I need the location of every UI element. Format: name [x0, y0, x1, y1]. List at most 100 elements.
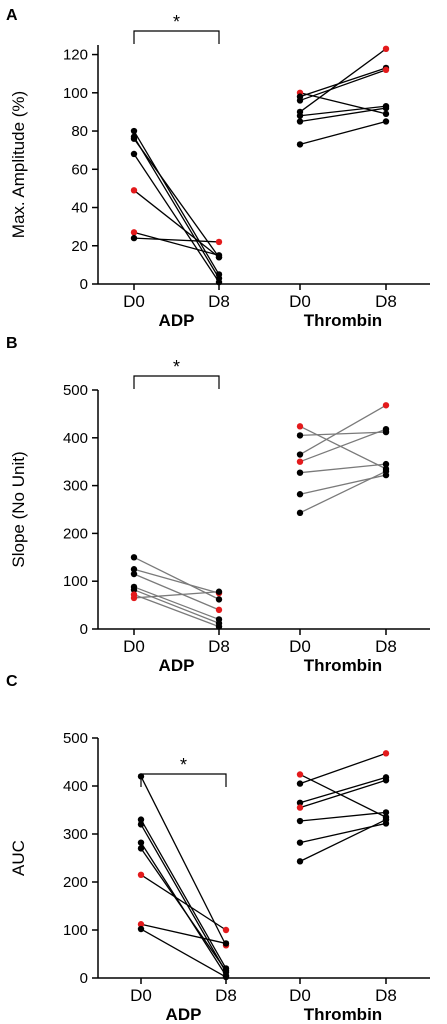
pair-line — [133, 589, 220, 624]
x-tick-label: D8 — [208, 637, 230, 656]
data-point-d0 — [130, 566, 138, 573]
group-label: ADP — [159, 311, 195, 330]
pair-line — [133, 593, 220, 628]
data-point-d8 — [222, 940, 230, 947]
x-tick-label: D8 — [208, 292, 230, 311]
data-point-d8 — [222, 967, 230, 974]
data-point-d8 — [382, 809, 390, 816]
data-point-d8 — [215, 606, 223, 614]
pair-line — [133, 237, 220, 243]
panel-letter: C — [6, 673, 18, 690]
panel-letter: B — [6, 335, 18, 352]
pair-line — [299, 431, 387, 437]
data-point-d0 — [296, 780, 304, 787]
y-tick-label: 20 — [71, 238, 88, 255]
pair-line — [133, 591, 220, 599]
x-tick-label: D0 — [123, 292, 145, 311]
pair-line — [140, 928, 227, 978]
pair-line — [133, 130, 220, 275]
data-point-d8 — [215, 238, 223, 246]
pair-line — [299, 67, 387, 98]
significance-star: * — [173, 357, 180, 377]
y-tick-label: 100 — [63, 922, 88, 939]
data-point-d8 — [222, 973, 230, 981]
pair-line — [299, 105, 387, 117]
data-point-d0 — [130, 135, 138, 142]
y-tick-label: 80 — [71, 123, 88, 140]
significance-star: * — [173, 12, 180, 32]
x-tick-label: D0 — [289, 637, 311, 656]
pair-line — [133, 573, 220, 611]
pair-line — [133, 189, 220, 258]
y-tick-label: 400 — [63, 778, 88, 795]
x-tick-label: D8 — [375, 986, 397, 1005]
pair-line — [299, 773, 387, 818]
x-tick-label: D8 — [375, 637, 397, 656]
data-point-d8 — [382, 45, 390, 53]
pair-line — [133, 136, 220, 279]
data-point-d0 — [296, 112, 304, 119]
data-point-d8 — [382, 468, 390, 475]
pair-line — [299, 404, 387, 456]
data-point-d8 — [382, 118, 390, 125]
data-point-d0 — [296, 799, 304, 806]
x-tick-label: D0 — [123, 637, 145, 656]
data-point-d8 — [382, 66, 390, 74]
data-point-d8 — [382, 110, 390, 118]
y-tick-label: 40 — [71, 200, 88, 217]
pair-line — [133, 231, 220, 256]
group-label: Thrombin — [304, 656, 382, 675]
data-point-d0 — [296, 469, 304, 476]
pair-line — [299, 48, 387, 113]
y-tick-label: 200 — [63, 525, 88, 542]
data-point-d8 — [382, 104, 390, 112]
data-point-d0 — [130, 594, 138, 602]
group-label: ADP — [166, 1005, 202, 1024]
pair-line — [299, 463, 387, 474]
pair-line — [133, 153, 220, 283]
data-point-d0 — [130, 570, 138, 578]
y-tick-label: 100 — [63, 85, 88, 102]
significance-bracket — [140, 773, 227, 787]
data-point-d8 — [215, 623, 223, 630]
pair-line — [133, 568, 220, 594]
pair-line — [299, 120, 387, 146]
data-point-d0 — [296, 817, 304, 825]
data-point-d8 — [382, 750, 390, 757]
data-point-d0 — [296, 771, 304, 778]
significance-star: * — [180, 755, 187, 775]
data-point-d0 — [137, 816, 145, 823]
pair-line — [299, 819, 387, 862]
y-tick-label: 0 — [80, 621, 88, 638]
x-tick-label: D0 — [289, 292, 311, 311]
significance-bracket — [133, 375, 220, 389]
group-label: ADP — [159, 656, 195, 675]
y-axis-label: Slope (No Unit) — [9, 451, 28, 567]
y-axis-label: AUC — [9, 840, 28, 876]
data-point-d0 — [296, 141, 304, 148]
panel-b: B 0 100 200 300 400 500 D0 D8 D0 D8 ADP Thrombin Slop… — [6, 335, 430, 675]
data-point-d0 — [296, 858, 304, 865]
panel-a: A 0 20 40 60 80 100 120 D0 D8 D0 D8 ADP Thrombin Max. … — [6, 7, 430, 330]
data-point-d0 — [296, 509, 304, 517]
data-point-d8 — [382, 777, 390, 784]
y-tick-label: 120 — [63, 47, 88, 64]
pair-line — [140, 923, 227, 945]
pair-line — [299, 776, 387, 804]
x-tick-label: D8 — [375, 292, 397, 311]
data-point-d0 — [296, 451, 304, 458]
pair-line — [140, 848, 227, 972]
data-point-d0 — [137, 773, 145, 780]
group-label: Thrombin — [304, 311, 382, 330]
data-point-d0 — [137, 925, 145, 933]
pair-line — [140, 776, 227, 946]
y-tick-label: 200 — [63, 874, 88, 891]
data-point-d0 — [137, 839, 145, 846]
y-tick-label: 500 — [63, 382, 88, 399]
panel-c: C 0 100 200 300 400 500 D0 D8 D0 D8 ADP Thrombin AUC * — [6, 673, 430, 1024]
data-point-d0 — [137, 921, 145, 928]
data-point-d0 — [137, 845, 145, 852]
pair-line — [299, 752, 387, 785]
y-tick-label: 0 — [80, 276, 88, 293]
pair-line — [299, 470, 387, 514]
